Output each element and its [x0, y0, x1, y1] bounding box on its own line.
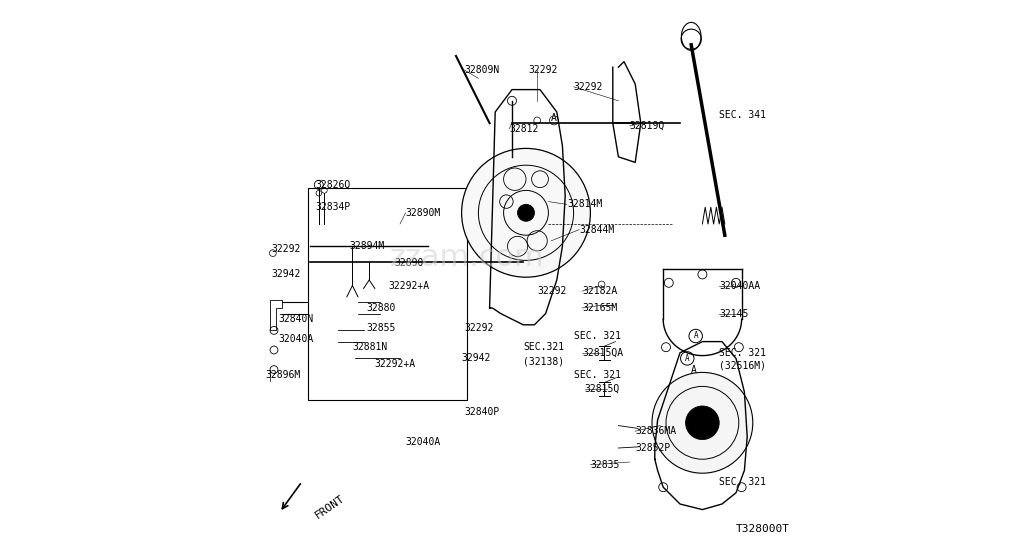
Text: 32840P: 32840P: [465, 407, 500, 417]
Circle shape: [681, 29, 701, 49]
Text: SEC. 321: SEC. 321: [719, 348, 766, 358]
Text: 32819Q: 32819Q: [630, 121, 665, 131]
Text: 32836MA: 32836MA: [635, 426, 676, 436]
Text: 32880: 32880: [367, 303, 395, 313]
Text: A: A: [685, 354, 689, 363]
Text: 32942: 32942: [462, 353, 490, 363]
Text: 32292: 32292: [573, 82, 603, 92]
Text: 32815Q: 32815Q: [585, 384, 621, 394]
Text: 32292: 32292: [271, 244, 301, 254]
Circle shape: [652, 372, 753, 473]
Text: SEC. 321: SEC. 321: [719, 477, 766, 487]
Text: SEC. 321: SEC. 321: [573, 370, 621, 380]
Text: 32890M: 32890M: [406, 208, 441, 218]
Text: 32182A: 32182A: [582, 286, 617, 296]
Text: 32894M: 32894M: [349, 241, 385, 251]
Text: A: A: [693, 332, 698, 340]
Text: 32835: 32835: [591, 460, 620, 470]
Text: 32292: 32292: [465, 323, 494, 333]
Text: 32292: 32292: [538, 286, 566, 296]
Polygon shape: [489, 90, 565, 325]
Text: SEC. 341: SEC. 341: [719, 110, 766, 120]
Text: SEC. 321: SEC. 321: [573, 331, 621, 341]
Text: 32942: 32942: [271, 269, 301, 279]
Text: 32844M: 32844M: [580, 225, 614, 235]
Text: 32834P: 32834P: [315, 202, 350, 212]
Circle shape: [686, 406, 719, 440]
Text: 32815QA: 32815QA: [582, 348, 624, 358]
Circle shape: [517, 204, 535, 221]
Text: 32165M: 32165M: [582, 303, 617, 313]
Text: T328000T: T328000T: [736, 524, 790, 534]
Text: 32881N: 32881N: [352, 342, 388, 352]
Text: 32855: 32855: [367, 323, 395, 333]
Text: 32040A: 32040A: [278, 334, 313, 344]
Text: FRONT: FRONT: [313, 493, 346, 521]
Text: 32826Q: 32826Q: [315, 180, 350, 190]
Text: 32840N: 32840N: [278, 314, 313, 324]
Text: 32814M: 32814M: [567, 199, 602, 209]
Text: (32516M): (32516M): [719, 360, 766, 370]
Circle shape: [462, 148, 591, 277]
Text: 32809N: 32809N: [465, 65, 500, 75]
Text: 32812: 32812: [509, 124, 539, 134]
Text: 32890: 32890: [394, 258, 424, 268]
Polygon shape: [654, 342, 748, 510]
Text: A: A: [691, 365, 697, 375]
Text: SEC.321: SEC.321: [523, 342, 564, 352]
Text: 32040A: 32040A: [406, 437, 441, 447]
Text: 32145: 32145: [719, 309, 749, 319]
Text: (32138): (32138): [523, 356, 564, 366]
Text: 32292+A: 32292+A: [389, 281, 430, 291]
Text: 32040AA: 32040AA: [719, 281, 761, 291]
Text: 32852P: 32852P: [635, 443, 671, 453]
Text: 32896M: 32896M: [265, 370, 301, 380]
Text: 32292+A: 32292+A: [375, 359, 416, 369]
Text: zzam.com: zzam.com: [390, 243, 545, 272]
Bar: [307, 188, 467, 400]
Text: A: A: [551, 113, 557, 123]
Text: 32292: 32292: [528, 65, 558, 75]
